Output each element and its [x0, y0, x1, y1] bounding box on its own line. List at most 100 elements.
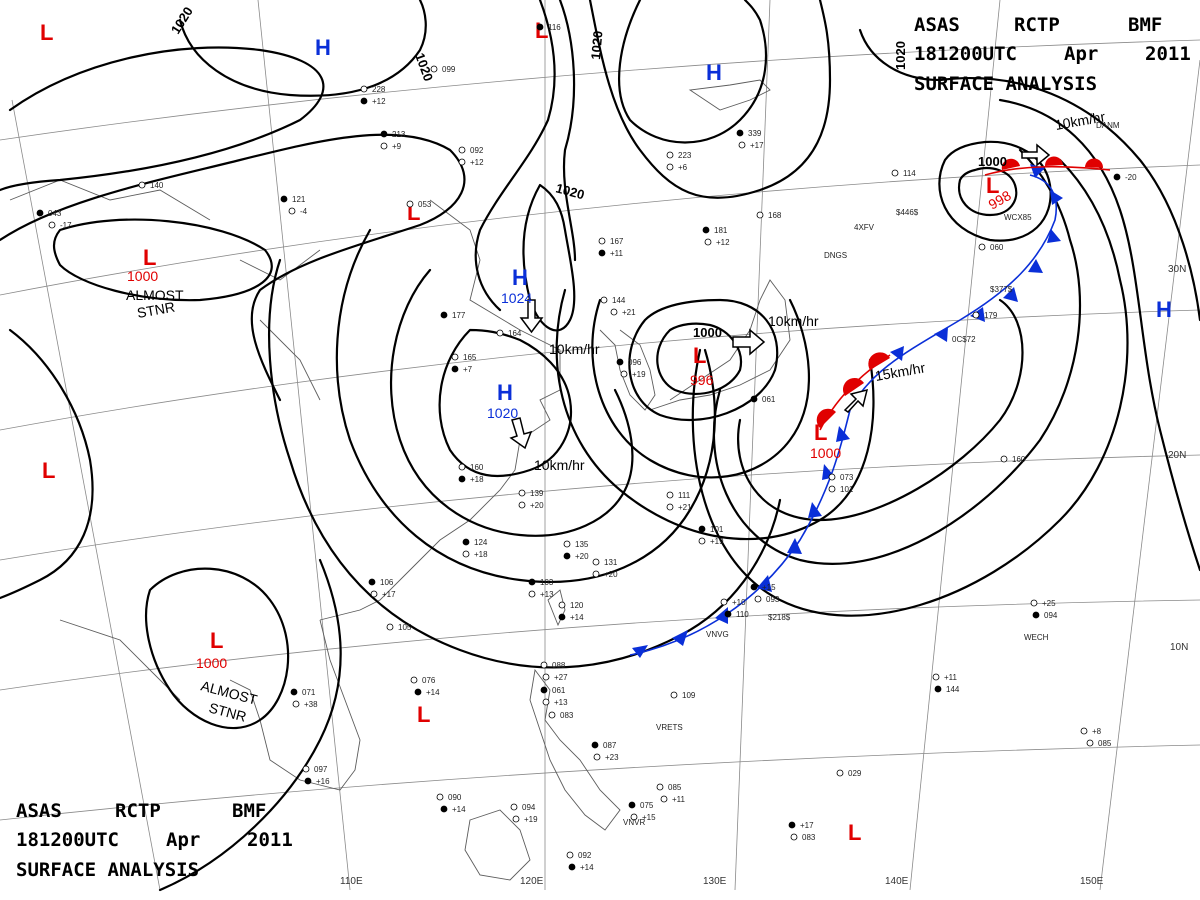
- station-value: 103: [540, 578, 554, 587]
- station-circle: [738, 141, 746, 149]
- arrow-low-998: [1021, 143, 1051, 167]
- station-value: +15: [762, 583, 776, 592]
- low-center: L: [848, 820, 861, 845]
- station-circle: [368, 578, 376, 586]
- station-value: +17: [750, 141, 764, 150]
- station-value: 120: [570, 601, 584, 610]
- station-value: 160: [470, 463, 484, 472]
- station-value: +19: [710, 537, 724, 546]
- station-value: 090: [448, 793, 462, 802]
- station-circle: [512, 815, 520, 823]
- station-value: 228: [372, 85, 386, 94]
- isobar-4: [52, 218, 273, 302]
- station-circle: [978, 243, 986, 251]
- header-top-title: SURFACE ANALYSIS: [914, 73, 1097, 95]
- station-circle: [702, 226, 710, 234]
- station-circle: [518, 501, 526, 509]
- station-value: 094: [1044, 611, 1058, 620]
- station-value: 177: [452, 311, 466, 320]
- station-circle: [380, 130, 388, 138]
- station-circle: [458, 475, 466, 483]
- station-circle: [592, 570, 600, 578]
- motion-arrows: [509, 143, 1051, 450]
- station-circle: [600, 296, 608, 304]
- station-circle: [750, 395, 758, 403]
- station-value: 096: [628, 358, 642, 367]
- station-circle: [380, 142, 388, 150]
- station-value: +20: [604, 570, 618, 579]
- station-circle: [386, 623, 394, 631]
- station-value: 164: [508, 329, 522, 338]
- station-value: +17: [800, 821, 814, 830]
- isobar-18: [957, 167, 1018, 217]
- station-value: 053: [418, 200, 432, 209]
- station-value: -17: [60, 221, 72, 230]
- isobar-27: [144, 567, 290, 730]
- station-value: 144: [612, 296, 626, 305]
- isobar-label: 1000: [693, 325, 722, 340]
- station-circle: [666, 491, 674, 499]
- isobar-label: 1020: [588, 30, 605, 60]
- station-circle: [790, 833, 798, 841]
- station-circle: [788, 821, 796, 829]
- station-value: 131: [604, 558, 618, 567]
- isobar-19: [938, 140, 1052, 242]
- station-circle: [451, 365, 459, 373]
- station-value: 083: [802, 833, 816, 842]
- station-circle: [836, 769, 844, 777]
- isobar-17: [555, 288, 875, 541]
- high-center: H: [315, 35, 331, 60]
- station-circle: [280, 195, 288, 203]
- station-id: 4XFV: [854, 223, 875, 232]
- station-circle: [288, 207, 296, 215]
- station-value: 099: [442, 65, 456, 74]
- station-circle: [548, 711, 556, 719]
- low-pressure: 1000: [196, 655, 227, 671]
- station-id: DANM: [1096, 121, 1120, 130]
- isobar-14: [656, 322, 743, 395]
- station-circle: [518, 489, 526, 497]
- station-circle: [660, 795, 668, 803]
- station-value: 179: [984, 311, 998, 320]
- isobar-7: [588, 0, 832, 199]
- latitude-label: 20N: [1168, 450, 1186, 461]
- station-circle: [528, 578, 536, 586]
- station-value: +19: [524, 815, 538, 824]
- station-circle: [292, 700, 300, 708]
- low-center: L: [417, 702, 430, 727]
- station-value: 111: [678, 491, 691, 500]
- station-circle: [750, 583, 758, 591]
- coast-japan: [649, 279, 791, 411]
- parallel-10s: [0, 744, 1200, 821]
- station-value: 339: [748, 129, 762, 138]
- isobar-10: [438, 328, 573, 478]
- station-value: 097: [314, 765, 328, 774]
- parallel-10n: [0, 454, 1200, 561]
- station-value: +19: [632, 370, 646, 379]
- station-id: $377$: [990, 285, 1013, 294]
- station-value: 061: [552, 686, 566, 695]
- longitude-label: 120E: [520, 876, 544, 887]
- coast-borneo: [464, 809, 531, 881]
- high-pressure: 1020: [487, 405, 518, 421]
- station-value: +10: [732, 598, 746, 607]
- latitude-label: 30N: [1168, 264, 1186, 275]
- motion-label: 10km/hr: [768, 313, 819, 329]
- station-circle: [724, 610, 732, 618]
- station-value: 106: [380, 578, 394, 587]
- station-value: 101: [840, 485, 854, 494]
- station-circle: [720, 598, 728, 606]
- station-circle: [666, 503, 674, 511]
- station-circle: [592, 558, 600, 566]
- station-circle: [304, 777, 312, 785]
- station-circle: [591, 741, 599, 749]
- arrow-high-1020: [509, 417, 533, 450]
- station-circle: [756, 211, 764, 219]
- header-top-product: ASAS: [914, 14, 960, 36]
- isobar-13: [268, 258, 782, 669]
- station-circle: [666, 151, 674, 159]
- parallel-40n: [0, 39, 1200, 141]
- station-circle: [440, 805, 448, 813]
